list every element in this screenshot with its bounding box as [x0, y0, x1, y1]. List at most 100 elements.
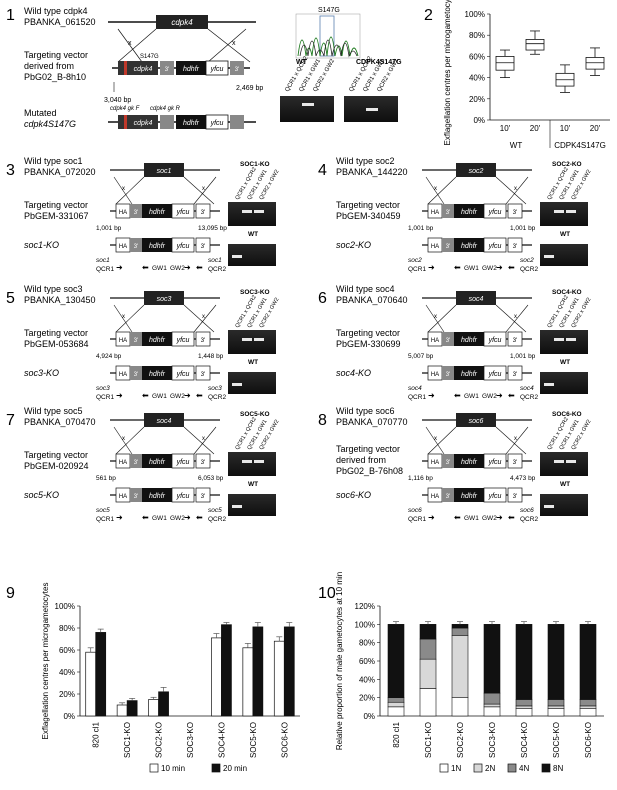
ko-cross: [115, 176, 145, 205]
ko-cross: [505, 426, 529, 455]
p10-bar-segment: [579, 624, 597, 700]
p10-bar-segment: [515, 624, 533, 700]
p9-bar: [211, 637, 222, 717]
ko-label: soc4-KO: [336, 368, 371, 378]
p10-legend-label: 2N: [485, 764, 495, 773]
ko-3utr2-box: [195, 487, 211, 503]
ko-gel-wt: [540, 372, 588, 394]
p10-bar-segment: [483, 703, 501, 708]
p10-bar-segment: [451, 627, 469, 636]
p1-mut-mark: [124, 115, 127, 129]
panel-number-2: 2: [424, 7, 433, 24]
p1-wt-gene-label: cdpk4: [171, 18, 193, 27]
ko-gw1: GW1: [152, 393, 167, 400]
ko-3utr-label: 3': [134, 460, 138, 466]
ko-arrow-left-icon: ⬅: [196, 513, 203, 522]
ko-gel-wt: [228, 244, 276, 266]
ko-label: soc3-KO: [24, 368, 59, 378]
ko-tv-line2: PbGEM-053684: [24, 339, 89, 349]
p9-category-label: SOC5-KO: [249, 722, 258, 758]
p1-cross-right-a: [207, 28, 251, 63]
ko-cross: [425, 304, 445, 333]
ko-qcr1: QCR1: [96, 266, 114, 273]
p10-bar-segment: [483, 692, 501, 705]
ko-wt-label: Wild type soc1: [24, 156, 83, 166]
p1-mut-yfcu: [205, 114, 229, 130]
p9-bar: [126, 700, 138, 717]
ko-wt-gene-label: soc6: [469, 418, 484, 425]
panel-number-6: 6: [318, 290, 327, 307]
ko-hdhfr-label: hdhfr: [461, 337, 478, 344]
p2-ylabel: Exflagellation centres per microgametocy…: [443, 0, 452, 145]
ko-gel-wt-band: [544, 383, 554, 386]
p1-cross-left-b: [117, 28, 157, 63]
ko-tv-line1: Targeting vector: [336, 200, 400, 210]
ko-gw1: GW1: [464, 265, 479, 272]
p10-bar-segment: [579, 708, 597, 717]
ko-qcr2: QCR2: [208, 266, 226, 273]
panel-number-5: 5: [6, 290, 15, 307]
ko-hdhfr-label: hdhfr: [461, 243, 478, 250]
p2-ytick-label: 20%: [469, 95, 485, 104]
p10-bar-segment: [579, 699, 597, 707]
ko-arrow-left-icon: ⬅: [454, 263, 461, 272]
ko-x-mark: x: [202, 186, 205, 192]
p10-legend-swatch: [507, 763, 517, 773]
ko-hdhfr-box: [454, 238, 484, 252]
ko-hdhfr-box: [454, 488, 484, 502]
p10-category-label: 820 cl1: [392, 721, 401, 747]
ko-x-mark: x: [122, 186, 125, 192]
p2-box: [495, 56, 515, 71]
ko-gw1: GW1: [152, 515, 167, 522]
ko-yfcu-label: yfcu: [488, 209, 502, 216]
ko-x-mark: x: [202, 436, 205, 442]
ko-3utr2-box: [195, 237, 211, 253]
ko-arrow-left-icon: ⬅: [508, 263, 515, 272]
ko-cross: [495, 304, 527, 333]
ko-ha-label: HA: [431, 338, 439, 344]
ko-yfcu-label: yfcu: [488, 493, 502, 500]
ko-3utr-box: [442, 332, 454, 346]
p10-bar-segment: [515, 705, 533, 709]
ko-yfcu-label: yfcu: [176, 371, 190, 378]
ko-3utr-label: 3': [134, 244, 138, 250]
ko-hdhfr-label: hdhfr: [461, 493, 478, 500]
ko-3utr2-label: 3': [201, 494, 205, 500]
p10-bar-segment: [419, 688, 437, 717]
p1-mut-line1: Mutated: [24, 108, 57, 118]
ko-gw2: GW2: [482, 265, 497, 272]
ko-cross: [427, 426, 457, 455]
ko-primer-gene: soc2: [408, 257, 422, 264]
ko-gel-wt-title: WT: [248, 231, 258, 238]
ko-3utr2-label: 3': [513, 338, 517, 344]
ko-hdhfr-label: hdhfr: [461, 371, 478, 378]
ko-gel-band: [254, 210, 264, 213]
ko-gw2: GW2: [482, 515, 497, 522]
p1-x-left: x: [128, 40, 132, 47]
ko-arrow-left-icon: ⬅: [454, 513, 461, 522]
ko-gel-ko: [228, 330, 276, 354]
p10-category-label: SOC5-KO: [552, 722, 561, 758]
ko-bp-right: 1,001 bp: [510, 225, 536, 232]
ko-hdhfr-box: [142, 204, 172, 218]
p1-primer-r: cdpk4 gk R: [150, 106, 181, 112]
p10-bar-segment: [387, 697, 405, 703]
ko-3utr2-label: 3': [513, 372, 517, 378]
ko-arrow-right-icon: ➜: [496, 263, 503, 272]
p10-bar-segment: [419, 624, 437, 640]
ko-gel-ko: [540, 330, 588, 354]
ko-tv-line2: PbGEM-020924: [24, 461, 89, 471]
p2-category-label: 10': [560, 124, 571, 133]
ko-ha-label: HA: [119, 338, 127, 344]
ko-x-mark: x: [514, 186, 517, 192]
ko-cross: [495, 426, 527, 455]
ko-hdhfr-box: [142, 454, 172, 468]
ko-3utr2-box: [507, 365, 523, 381]
ko-wt-gene-label: soc3: [157, 296, 172, 303]
ko-yfcu-label: yfcu: [488, 459, 502, 466]
ko-3utr2-label: 3': [513, 210, 517, 216]
ko-wt-gene: [456, 291, 496, 305]
ko-wt-gene: [456, 413, 496, 427]
